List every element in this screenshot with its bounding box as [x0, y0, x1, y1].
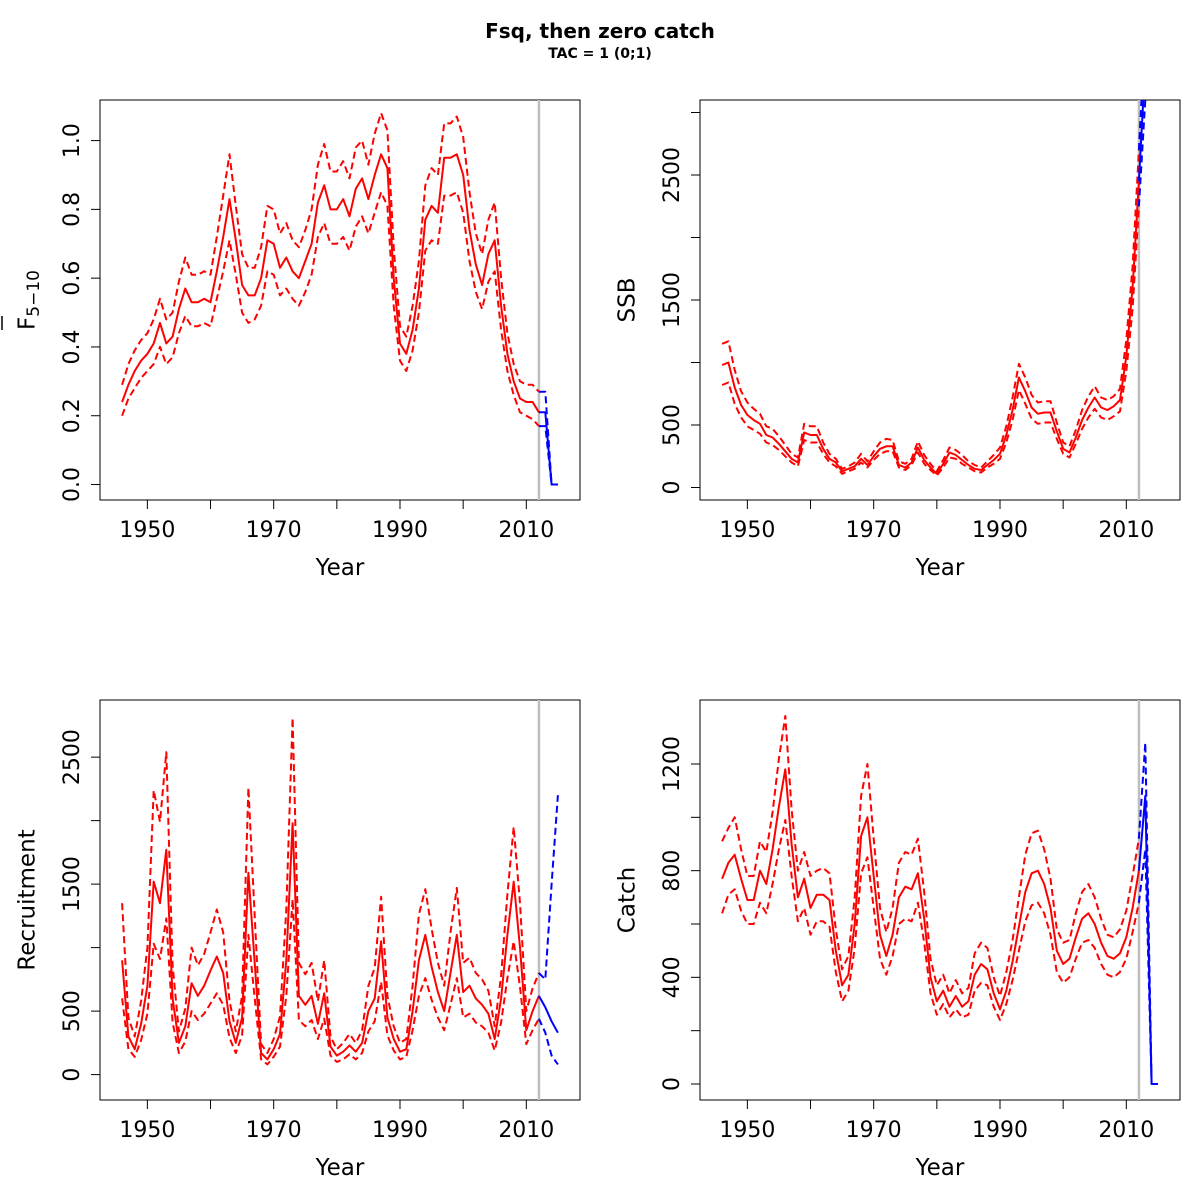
y-axis-label: F5−10 [15, 270, 45, 330]
series-line-estimate [721, 768, 1140, 1011]
series-line-estimate [121, 153, 540, 413]
y-axis-label: Recruitment [15, 829, 41, 970]
x-tick-label: 1970 [246, 518, 302, 543]
x-tick-label: 1990 [972, 1118, 1028, 1143]
ssb-panel: 1950 1970 1990 2010 0 500 1500 2500 Year SSB [615, 99, 1181, 581]
y-tick-label: 2500 [660, 147, 685, 203]
plot-frame [699, 699, 1181, 1101]
y-tick-label: 500 [660, 404, 685, 446]
x-tick-label: 1950 [719, 1118, 775, 1143]
y-tick-label: 1500 [660, 272, 685, 328]
y-tick-label: 400 [660, 956, 685, 998]
x-tick-label: 1950 [719, 518, 775, 543]
series-line-forecast-lower [1137, 848, 1158, 1085]
series-line-upper [121, 112, 540, 393]
series-line-lower [721, 819, 1140, 1021]
y-axis-label-subscript: 5−10 [24, 270, 44, 317]
x-tick-label: 1970 [846, 1118, 902, 1143]
x-axis-label: Year [915, 555, 965, 581]
series-line-upper [721, 149, 1140, 473]
catch-panel: 1950 1970 1990 2010 0 400 800 1200 Year Catch [615, 699, 1181, 1181]
series-line-forecast [538, 995, 559, 1034]
y-tick-label: 500 [60, 990, 85, 1032]
series-line-estimate [721, 181, 1140, 475]
y-tick-label: 800 [660, 850, 685, 892]
y-tick-label: 0.2 [60, 398, 85, 433]
recruitment-panel: 1950 1970 1990 2010 0 500 1500 2500 Year Recruitm… [15, 699, 581, 1181]
series-line-lower [121, 898, 540, 1066]
y-tick-label: 0.0 [60, 467, 85, 502]
x-tick-label: 1990 [372, 518, 428, 543]
y-axis-label: Catch [615, 867, 641, 933]
chart-title: Fsq, then zero catch [485, 19, 715, 43]
series-line-forecast-upper [1137, 741, 1158, 1085]
x-axis-label: Year [315, 555, 365, 581]
x-tick-label: 2010 [1098, 1118, 1154, 1143]
y-tick-label: 0.4 [60, 329, 85, 364]
plot-frame [99, 99, 581, 501]
series-line-lower [721, 206, 1140, 477]
x-tick-label: 1990 [972, 518, 1028, 543]
x-tick-label: 1970 [246, 1118, 302, 1143]
series-line-forecast-upper [538, 795, 559, 981]
series-line-upper [121, 716, 540, 1054]
series-line-lower [121, 191, 540, 427]
y-tick-label: 0 [60, 1068, 85, 1082]
x-axis-label: Year [315, 1155, 365, 1181]
f-panel: 1950 1970 1990 2010 0.0 0.2 0.4 0.6 0.8 1.0 Year F5… [1, 99, 581, 581]
x-tick-label: 2010 [498, 1118, 554, 1143]
x-tick-label: 1950 [119, 518, 175, 543]
series-line-forecast [1137, 100, 1145, 182]
x-tick-label: 1990 [372, 1118, 428, 1143]
y-tick-label: 0 [660, 1077, 685, 1091]
series-line-estimate [121, 822, 540, 1061]
y-tick-label: 2500 [60, 729, 85, 785]
chart-subtitle: TAC = 1 (0;1) [548, 46, 652, 62]
x-tick-label: 1970 [846, 518, 902, 543]
plot-frame [699, 99, 1181, 501]
y-tick-label: 0.8 [60, 192, 85, 227]
y-axis-label: SSB [615, 278, 641, 323]
x-axis-label: Year [915, 1155, 965, 1181]
y-tick-label: 0 [660, 481, 685, 495]
y-tick-label: 0.6 [60, 261, 85, 296]
series-line-forecast-lower [537, 1018, 559, 1065]
series-line-upper [721, 715, 1140, 997]
x-tick-label: 2010 [1098, 518, 1154, 543]
y-tick-label: 1500 [60, 856, 85, 912]
x-tick-label: 2010 [498, 518, 554, 543]
series-line-forecast-lower [538, 425, 558, 486]
x-tick-label: 1950 [119, 1118, 175, 1143]
y-tick-label: 1.0 [60, 123, 85, 158]
plot-frame [99, 699, 581, 1101]
y-tick-label: 1200 [660, 736, 685, 792]
